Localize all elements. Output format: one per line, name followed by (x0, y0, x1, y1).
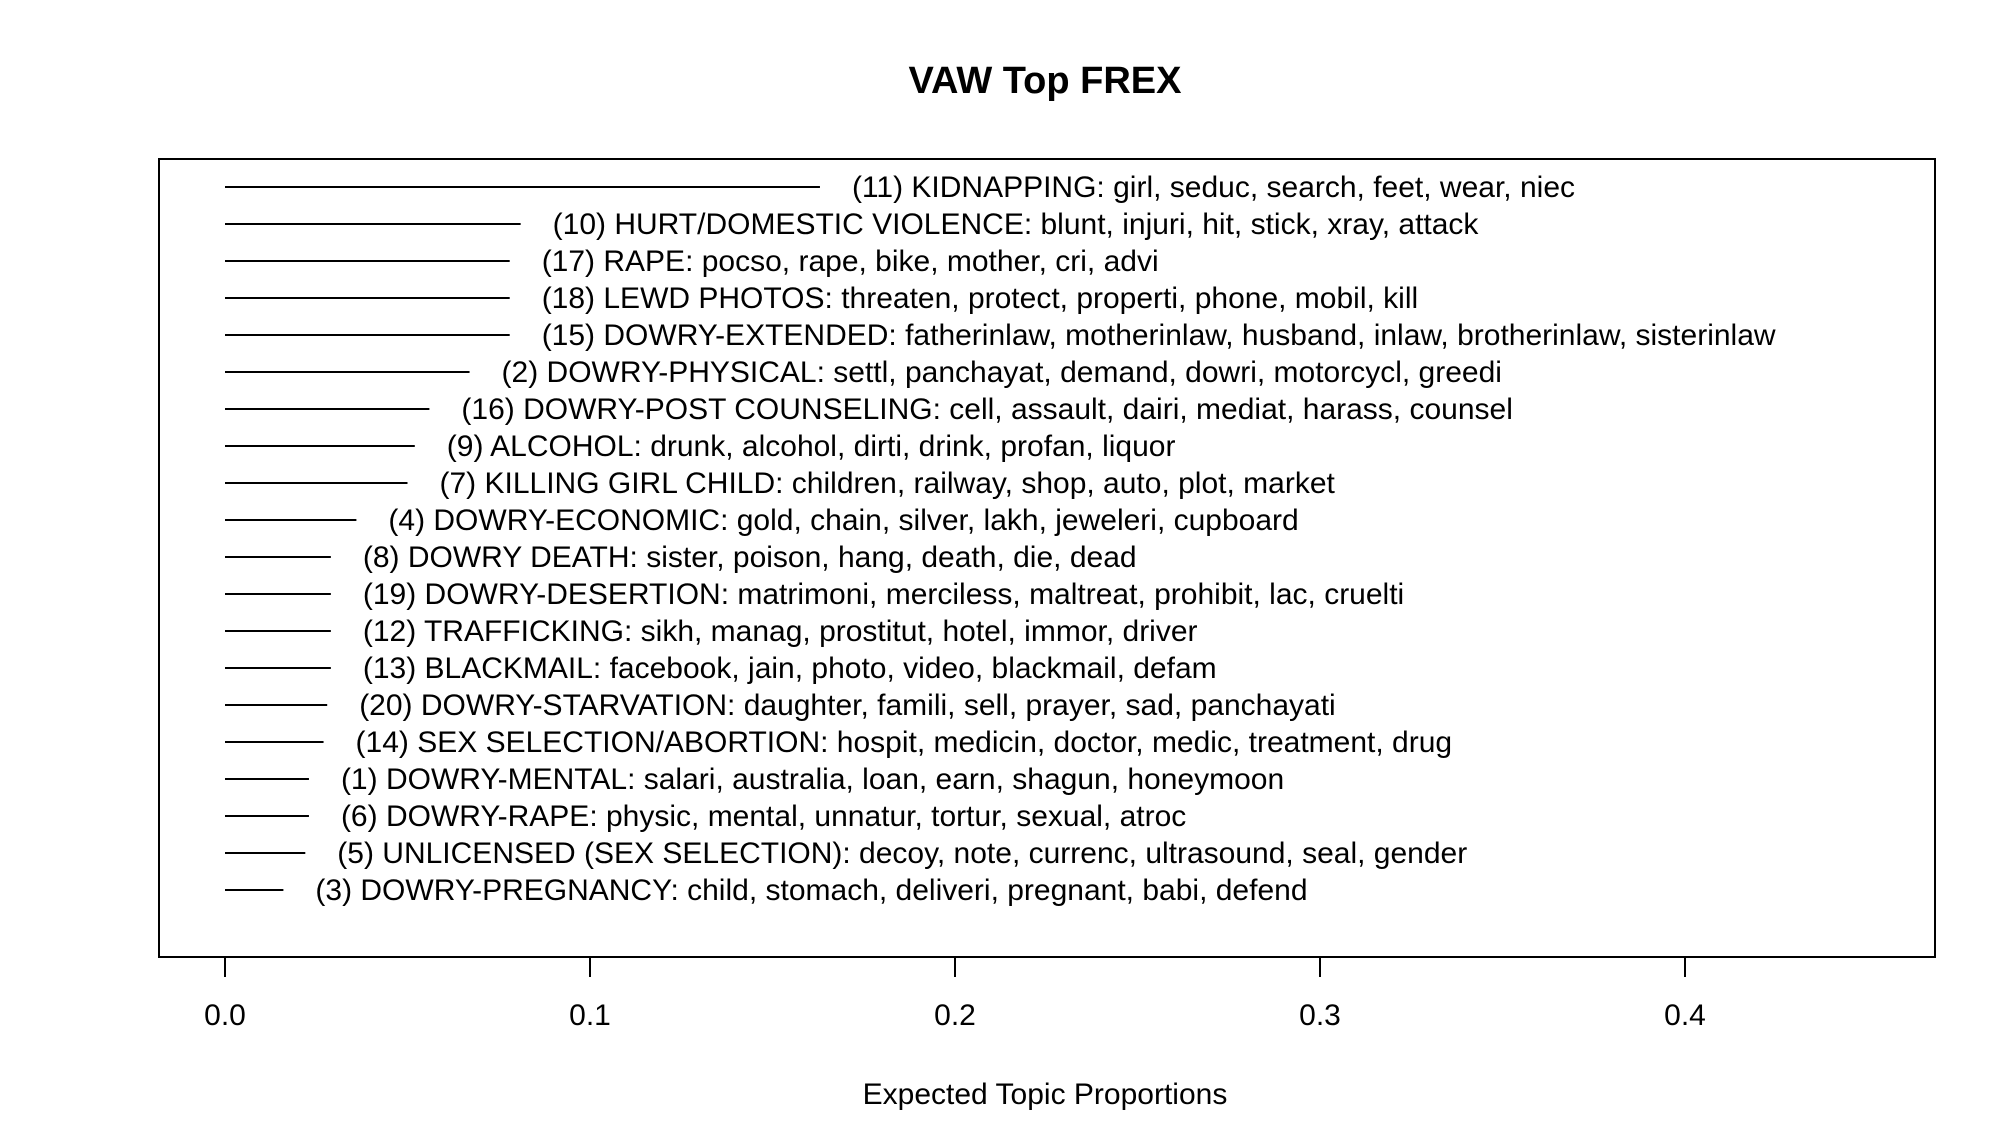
bar-label: (8) DOWRY DEATH: sister, poison, hang, d… (363, 541, 1137, 574)
bar-label: (16) DOWRY-POST COUNSELING: cell, assaul… (461, 393, 1512, 426)
bar-label: (19) DOWRY-DESERTION: matrimoni, mercile… (363, 578, 1404, 611)
x-tick-label: 0.4 (1664, 999, 1706, 1032)
bar-label: (15) DOWRY-EXTENDED: fatherinlaw, mother… (542, 319, 1776, 352)
bar-label: (10) HURT/DOMESTIC VIOLENCE: blunt, inju… (553, 208, 1480, 241)
bar-label: (14) SEX SELECTION/ABORTION: hospit, med… (356, 726, 1453, 759)
bar-label: (20) DOWRY-STARVATION: daughter, famili,… (359, 689, 1336, 722)
bar-label: (4) DOWRY-ECONOMIC: gold, chain, silver,… (388, 504, 1298, 537)
bar-label: (3) DOWRY-PREGNANCY: child, stomach, del… (315, 874, 1307, 907)
x-tick-label: 0.3 (1299, 999, 1341, 1032)
bar-label: (18) LEWD PHOTOS: threaten, protect, pro… (542, 282, 1418, 315)
x-axis-title: Expected Topic Proportions (863, 1078, 1228, 1111)
x-axis-ticks: 0.0 0.1 0.2 0.3 0.4 (204, 957, 1706, 1032)
bar-label: (11) KIDNAPPING: girl, seduc, search, fe… (852, 171, 1575, 204)
x-tick-label: 0.0 (204, 999, 246, 1032)
bar-label: (12) TRAFFICKING: sikh, manag, prostitut… (363, 615, 1198, 648)
chart-title: VAW Top FREX (908, 60, 1182, 102)
bar-label: (7) KILLING GIRL CHILD: children, railwa… (440, 467, 1336, 500)
bar-label: (17) RAPE: pocso, rape, bike, mother, cr… (542, 245, 1159, 278)
bar-label: (6) DOWRY-RAPE: physic, mental, unnatur,… (341, 800, 1186, 833)
bar-label: (2) DOWRY-PHYSICAL: settl, panchayat, de… (502, 356, 1502, 389)
x-tick-label: 0.2 (934, 999, 976, 1032)
bar-label: (1) DOWRY-MENTAL: salari, australia, loa… (341, 763, 1284, 796)
x-tick-label: 0.1 (569, 999, 611, 1032)
bar-label: (5) UNLICENSED (SEX SELECTION): decoy, n… (337, 837, 1467, 870)
bar-label: (13) BLACKMAIL: facebook, jain, photo, v… (363, 652, 1217, 685)
bar-labels-group: (11) KIDNAPPING: girl, seduc, search, fe… (315, 171, 1776, 907)
bar-label: (9) ALCOHOL: drunk, alcohol, dirti, drin… (447, 430, 1176, 463)
bars-group (225, 186, 820, 891)
